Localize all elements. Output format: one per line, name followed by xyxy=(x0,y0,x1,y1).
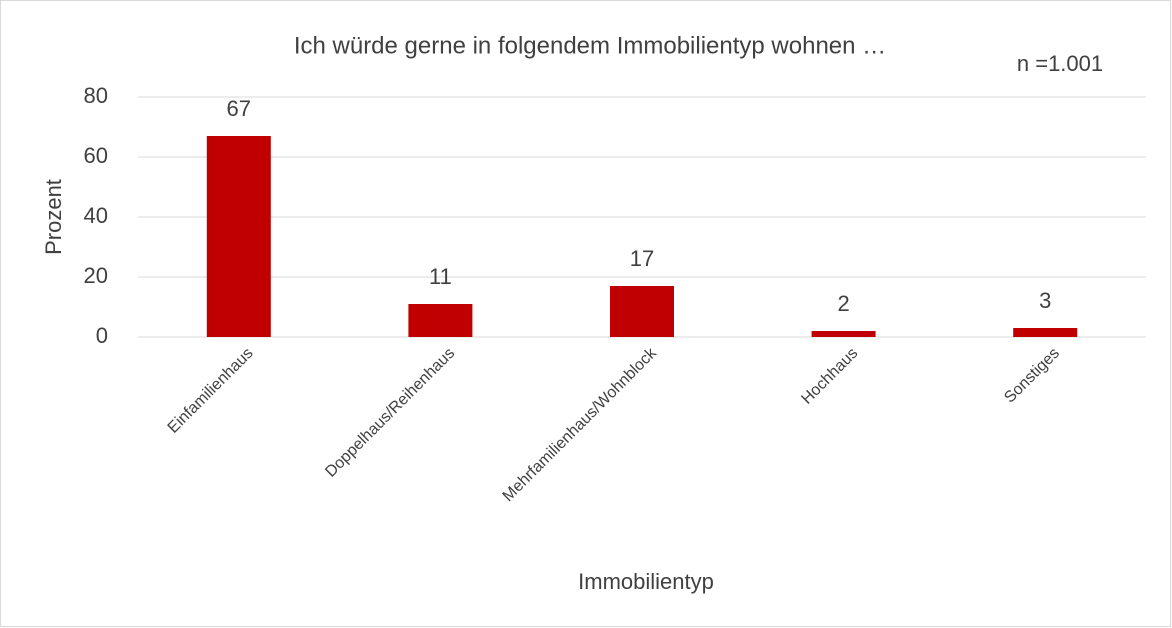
bar xyxy=(610,286,674,337)
data-label: 67 xyxy=(227,96,251,121)
data-label: 2 xyxy=(837,291,849,316)
y-tick-label: 40 xyxy=(84,203,108,228)
data-label: 11 xyxy=(429,264,452,289)
y-axis-label: Prozent xyxy=(41,179,66,255)
annotation: n =1.001 xyxy=(1017,51,1103,76)
chart-title: Ich würde gerne in folgendem Immobilient… xyxy=(294,32,886,59)
x-axis-label: Immobilientyp xyxy=(578,569,714,594)
bar xyxy=(1013,328,1078,337)
bar xyxy=(206,136,271,337)
y-tick-label: 60 xyxy=(84,143,108,168)
y-tick-label: 80 xyxy=(84,83,108,108)
bar xyxy=(811,331,876,337)
y-tick-label: 0 xyxy=(96,323,108,348)
data-label: 3 xyxy=(1039,288,1051,313)
y-tick-label: 20 xyxy=(84,263,108,288)
bar xyxy=(408,304,473,337)
data-label: 17 xyxy=(630,246,654,271)
